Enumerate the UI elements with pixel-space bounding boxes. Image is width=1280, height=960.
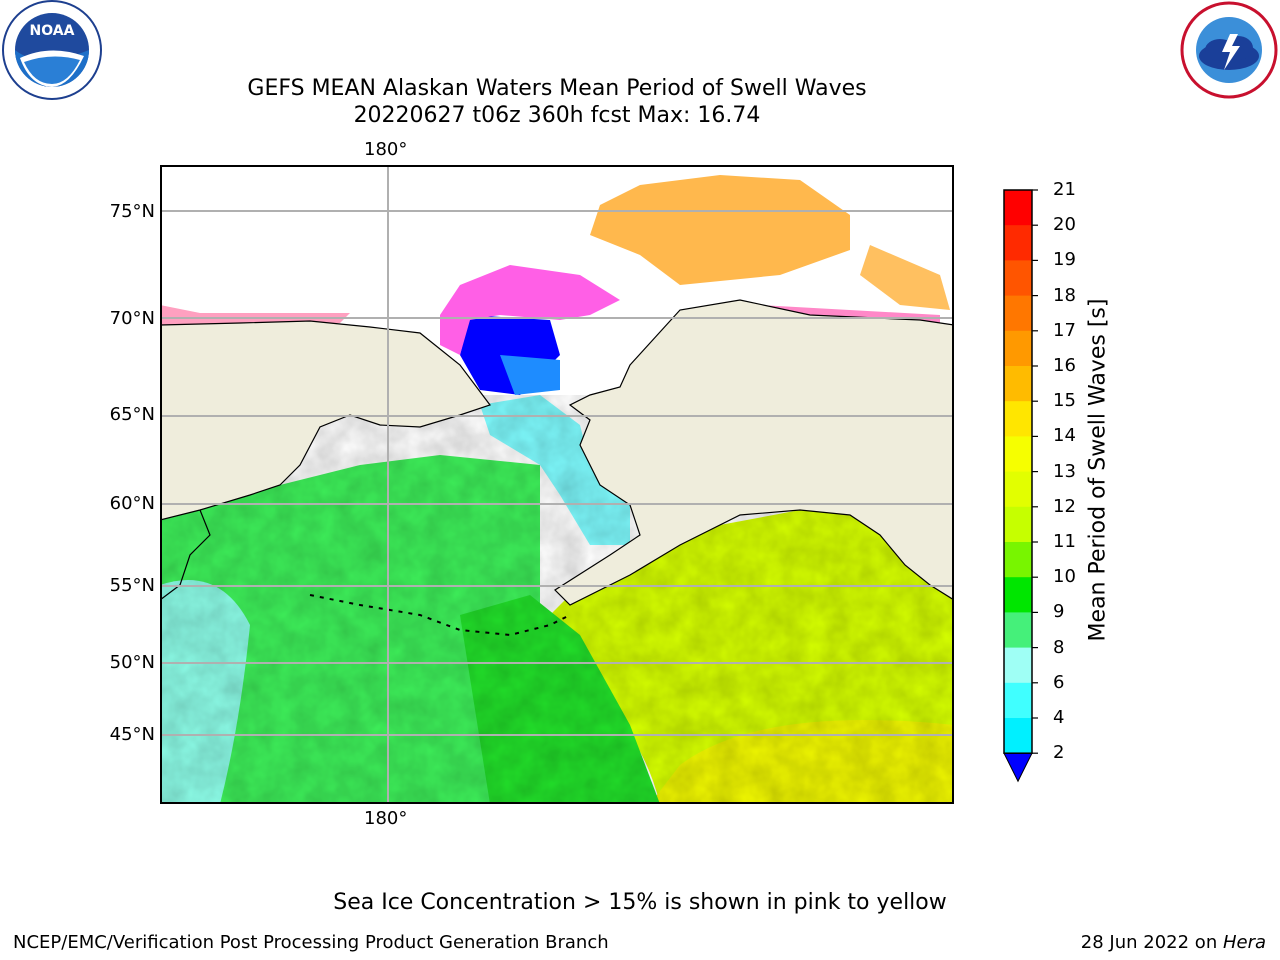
colorbar-segment (1004, 260, 1032, 297)
colorbar-tick-label: 6 (1053, 671, 1065, 693)
colorbar-segment (1004, 225, 1032, 261)
colorbar-tick-label: 21 (1053, 179, 1076, 200)
colorbar-segment (1004, 436, 1032, 473)
aleutian-islands (309, 594, 571, 637)
swell-region-blue (500, 355, 560, 395)
colorbar-segment (1004, 718, 1032, 754)
colorbar-tick-label: 4 (1053, 707, 1065, 728)
lon-label-top: 180° (364, 139, 408, 160)
map-border (160, 165, 954, 804)
lat-label-70: 70°N (109, 308, 155, 329)
colorbar-tick-label: 16 (1053, 355, 1076, 376)
colorbar-segment (1004, 506, 1032, 543)
colorbar-segment (1004, 682, 1032, 719)
colorbar-segment (1004, 190, 1032, 226)
footer-credit: NCEP/EMC/Verification Post Processing Pr… (13, 932, 609, 953)
colorbar-tick-label: 18 (1053, 284, 1076, 306)
lat-label-65: 65°N (109, 404, 155, 425)
lat-label-75: 75°N (109, 201, 155, 222)
colorbar-tick-label: 15 (1053, 390, 1076, 412)
noaa-logo: NOAA (2, 0, 102, 100)
svg-text:NOAA: NOAA (30, 23, 75, 39)
map-title: GEFS MEAN Alaskan Waters Mean Period of … (247, 76, 867, 101)
colorbar-segment (1004, 577, 1032, 613)
colorbar-tick-label: 13 (1053, 460, 1076, 482)
colorbar-segment (1004, 366, 1032, 402)
colorbar-segment (1004, 612, 1032, 649)
colorbar-tick-label: 20 (1053, 214, 1076, 236)
colorbar-tick-label: 10 (1053, 566, 1076, 588)
colorbar-segment (1004, 295, 1032, 332)
colorbar-tick-label: 12 (1053, 495, 1076, 517)
land-alaska (554, 299, 954, 606)
map-subtitle: 20220627 t06z 360h fcst Max: 16.74 (353, 103, 761, 128)
colorbar-tick-label: 2 (1053, 742, 1065, 764)
lat-label-45: 45°N (109, 724, 155, 745)
ice-region-orange-east (860, 245, 950, 310)
map-frame (160, 165, 954, 804)
kamchatka-coast (160, 509, 211, 601)
land-siberia (160, 320, 491, 521)
lat-label-60: 60°N (109, 493, 155, 514)
colorbar-tick-label: 9 (1053, 601, 1065, 623)
colorbar-tick-label: 19 (1053, 249, 1076, 271)
colorbar-segment (1004, 542, 1032, 578)
colorbar-segment (1004, 401, 1032, 437)
colorbar-segment (1004, 330, 1032, 367)
lat-label-50: 50°N (109, 652, 155, 673)
sea-ice-note: Sea Ice Concentration > 15% is shown in … (333, 890, 947, 915)
colorbar-tick-label: 14 (1053, 425, 1076, 447)
colorbar-tick-label: 17 (1053, 319, 1076, 341)
colorbar-tick-label: 11 (1053, 531, 1076, 552)
footer-host: Hera (1222, 932, 1266, 953)
lon-label-bottom: 180° (364, 808, 408, 829)
colorbar-tick-label: 8 (1053, 636, 1065, 658)
footer-date-text: 28 Jun 2022 on (1080, 932, 1223, 953)
colorbar-segment (1004, 471, 1032, 508)
colorbar (1003, 189, 1038, 783)
ice-region-pink-west (160, 305, 350, 325)
colorbar-segment (1004, 647, 1032, 684)
colorbar-under-arrow (1003, 752, 1033, 783)
ice-region-orange (590, 175, 850, 285)
nws-logo (1180, 1, 1278, 99)
footer-date: 28 Jun 2022 on Hera (1081, 932, 1266, 953)
map-gridlines (160, 165, 954, 804)
colorbar-label: Mean Period of Swell Waves [s] (1085, 298, 1111, 642)
ice-region-pink (440, 265, 620, 355)
lat-label-55: 55°N (109, 575, 155, 596)
